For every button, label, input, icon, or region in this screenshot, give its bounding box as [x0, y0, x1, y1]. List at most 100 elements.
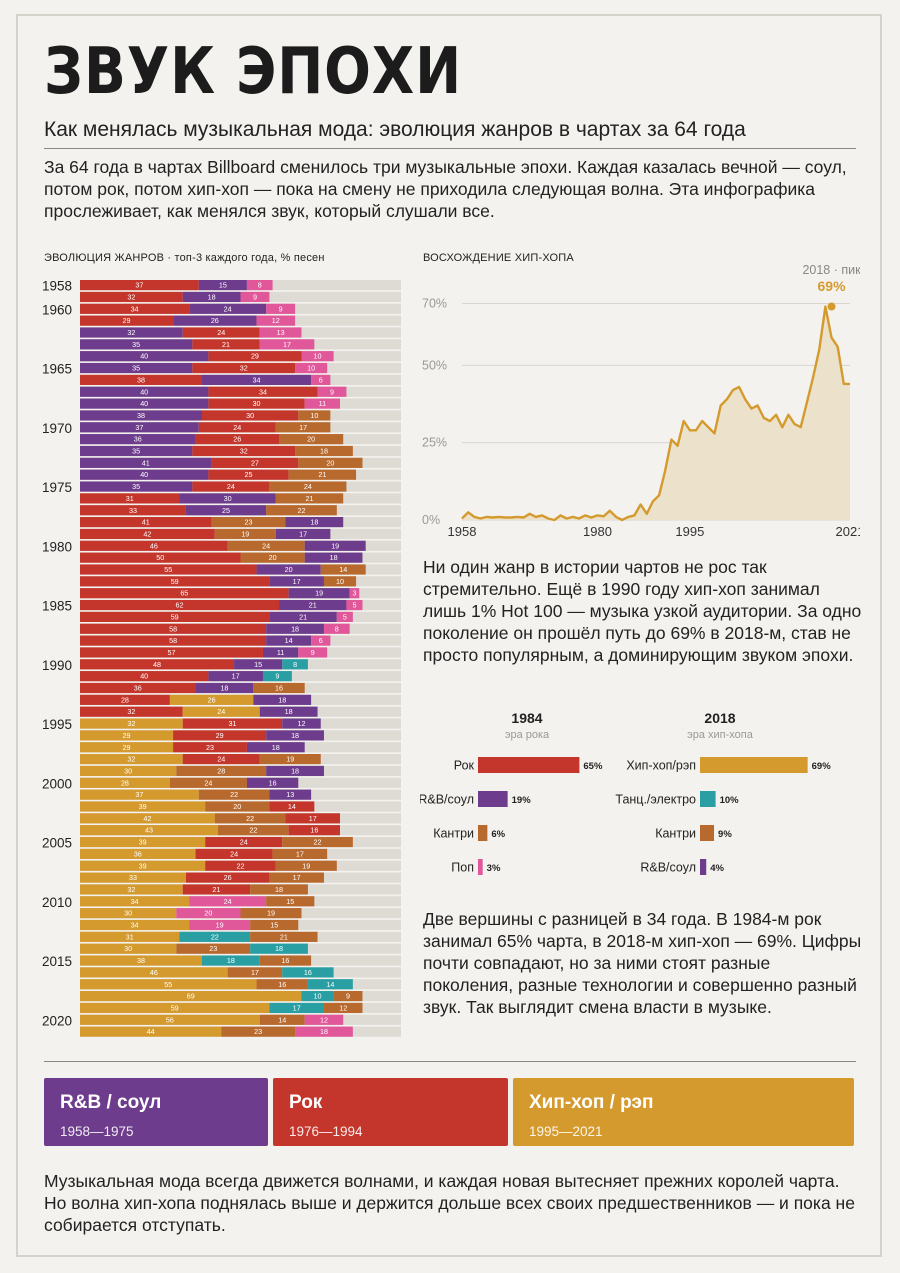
bar-segment [80, 386, 209, 397]
bar-segment [256, 315, 296, 326]
bar-value-label: 31 [126, 932, 134, 941]
bar-segment [266, 896, 315, 907]
bar-value-label: 10 [314, 992, 322, 1001]
bar-segment [250, 943, 308, 954]
bar-value-label: 22 [297, 506, 305, 515]
bar-segment [295, 445, 353, 457]
bar-value-label: 25 [222, 506, 230, 515]
bar-value-label: 18 [291, 624, 299, 633]
y-tick-label: 0% [422, 513, 440, 527]
bar-segment [266, 623, 324, 634]
bar-value-label: 33 [129, 506, 137, 515]
bar-value-label: 20 [326, 458, 334, 467]
bar-value-label: 17 [293, 577, 301, 586]
era-name: Хип-хоп / рэп [529, 1092, 654, 1113]
bar-segment [80, 754, 183, 765]
bar-segment [80, 291, 183, 303]
comparison-label: Кантри [655, 827, 696, 841]
bar-value-label: 6 [319, 375, 323, 384]
bar-value-label: 9 [330, 387, 334, 396]
bar-segment [198, 789, 270, 800]
bar-segment [301, 351, 334, 362]
bar-value-label: 17 [293, 1003, 301, 1012]
bar-segment [173, 315, 257, 326]
bar-value-label: 29 [216, 731, 224, 740]
bar-value-label: 10 [307, 364, 315, 373]
bar-value-label: 58 [169, 624, 177, 633]
bar-segment [80, 718, 183, 729]
bar-segment [185, 872, 270, 883]
bar-value-label: 56 [166, 1015, 174, 1024]
bar-segment [185, 505, 267, 516]
bar-segment [275, 860, 337, 871]
bar-value-label: 17 [232, 672, 240, 681]
comparison-label: R&B/соул [420, 793, 474, 807]
bar-segment [182, 706, 260, 717]
bar-segment [282, 836, 353, 848]
bar-segment [80, 374, 202, 385]
bar-value-label: 30 [246, 411, 254, 420]
bar-value-label: 24 [217, 707, 225, 716]
bar-segment [80, 919, 190, 931]
bar-value-label: 38 [137, 956, 145, 965]
page-frame [16, 14, 882, 1257]
bar-value-label: 22 [246, 814, 254, 823]
bar-segment [173, 742, 247, 753]
bar-value-label: 18 [291, 731, 299, 740]
bar-segment [80, 742, 174, 753]
bar-segment [80, 825, 219, 836]
bar-value-label: 13 [277, 328, 285, 337]
bar-segment [266, 505, 337, 516]
bar-value-label: 35 [132, 364, 140, 373]
bar-value-label: 34 [131, 304, 139, 313]
peak-marker [827, 302, 836, 311]
comparison-label: Рок [454, 759, 475, 773]
bar-segment [80, 303, 190, 314]
bar-value-label: 25 [245, 470, 253, 479]
bar-value-label: 12 [272, 316, 280, 325]
bar-segment [80, 908, 177, 919]
bar-segment [259, 706, 318, 717]
bar-segment [195, 434, 280, 445]
bar-segment [240, 552, 305, 563]
bar-value-label: 9 [253, 292, 257, 301]
year-label: 1980 [42, 539, 72, 554]
bar-value-label: 21 [212, 885, 220, 894]
bar-value-label: 18 [220, 684, 228, 693]
bar-value-label: 69 [187, 992, 195, 1001]
era-years: 1976—1994 [289, 1124, 363, 1139]
bar-segment [307, 979, 353, 990]
bar-segment [80, 671, 209, 682]
bar-segment [80, 635, 267, 646]
bar-segment [80, 611, 270, 622]
bar-segment [208, 469, 289, 480]
bar-value-label: 24 [230, 849, 238, 858]
bar-value-label: 43 [145, 826, 153, 835]
bar-segment [320, 564, 366, 575]
bar-segment [253, 694, 312, 705]
peaks-paragraph: Две вершины с разницей в 34 года. В 1984… [423, 909, 862, 1017]
bar-value-label: 17 [251, 968, 259, 977]
bar-value-label: 23 [206, 743, 214, 752]
bar-value-label: 36 [134, 849, 142, 858]
bar-segment [80, 659, 235, 670]
year-label: 1985 [42, 599, 72, 614]
bar-segment [240, 291, 270, 303]
bar-segment [205, 801, 270, 812]
bar-value-label: 19 [331, 541, 339, 550]
bar-value-label: 12 [320, 1015, 328, 1024]
bar-segment [176, 908, 241, 919]
bar-value-label: 30 [124, 766, 132, 775]
bar-segment [80, 445, 193, 457]
bar-segment [269, 801, 315, 812]
bar-segment [80, 280, 199, 291]
era-name: R&B / соул [60, 1092, 162, 1113]
bar-value-label: 5 [352, 601, 356, 610]
bar-value-label: 39 [139, 802, 147, 811]
year-label: 1995 [42, 717, 72, 732]
bar-segment [169, 777, 247, 788]
x-tick-label: 1980 [583, 524, 612, 539]
bar-segment [80, 564, 257, 575]
bar-segment [266, 303, 296, 314]
bar-segment [80, 517, 212, 528]
